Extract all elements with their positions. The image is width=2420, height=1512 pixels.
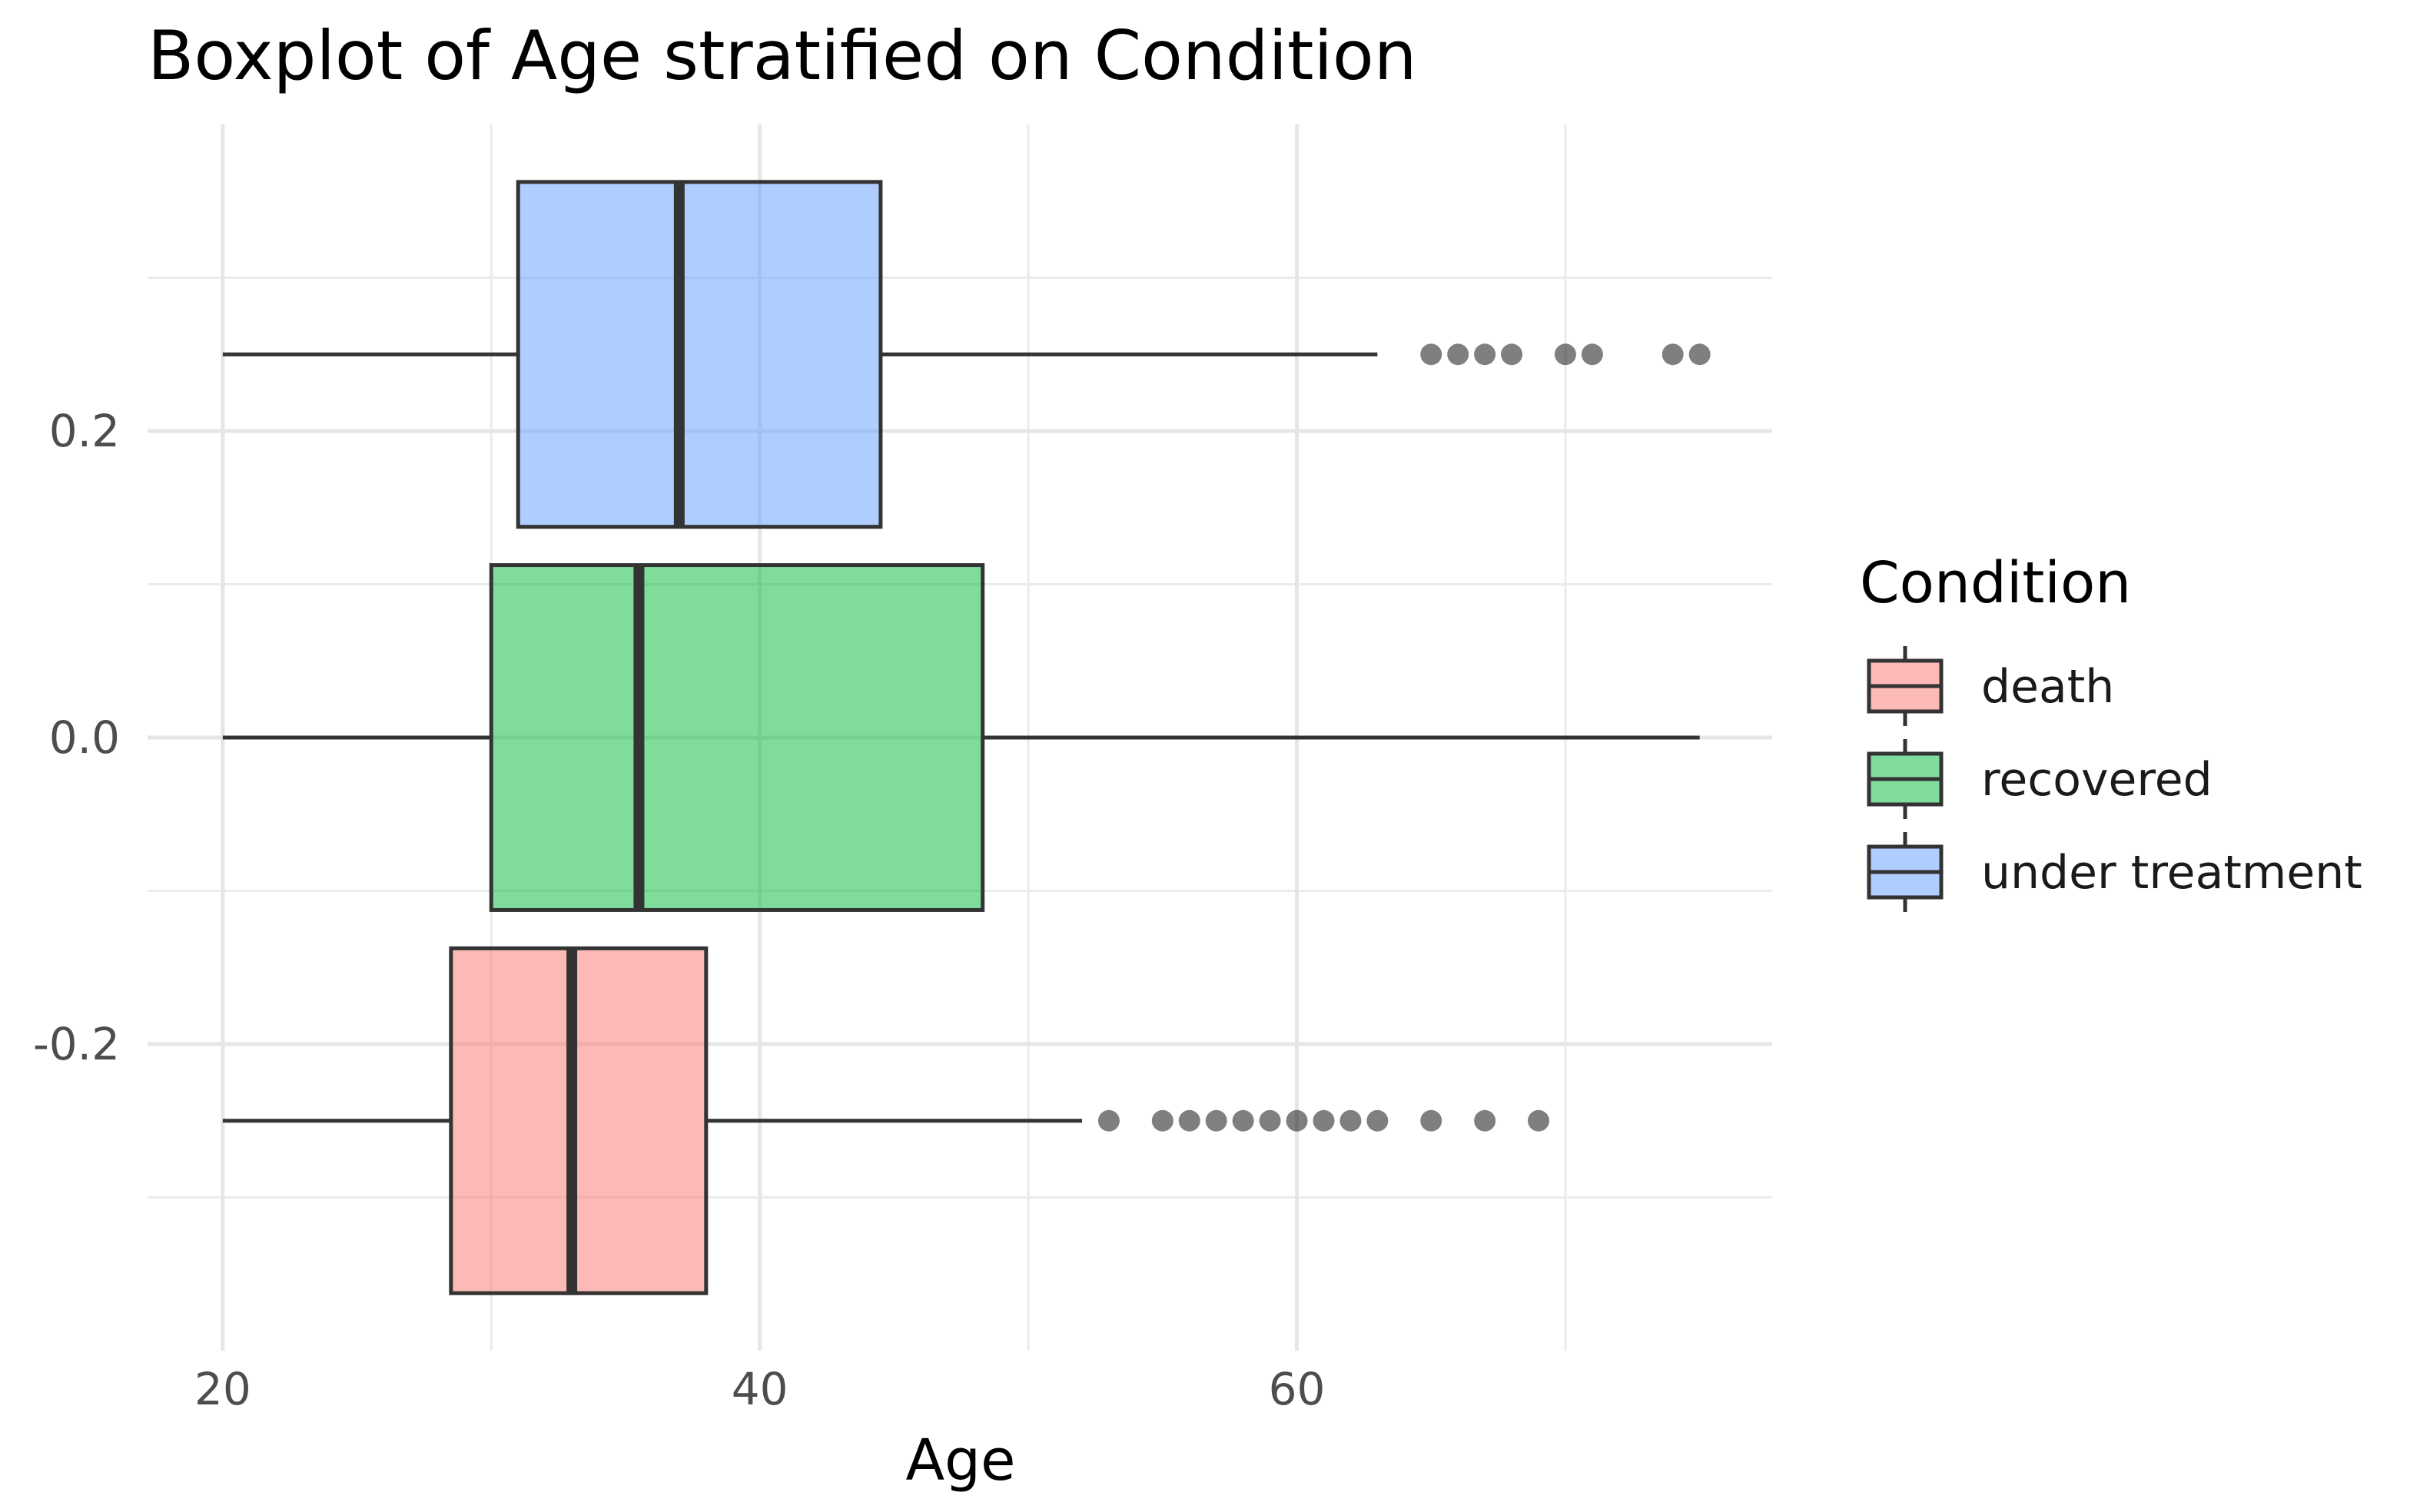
x-tick-label: 60 — [1269, 1363, 1326, 1415]
boxes-layer — [222, 180, 1711, 1295]
outlier-point — [1232, 1109, 1254, 1132]
outlier-point — [1661, 343, 1684, 366]
outlier-point — [1420, 343, 1442, 366]
outlier-point — [1339, 1109, 1362, 1132]
outlier-point — [1501, 343, 1523, 366]
box — [516, 180, 883, 529]
outlier-point — [1474, 343, 1496, 366]
chart-title: Boxplot of Age stratified on Condition — [148, 16, 1417, 95]
outlier-point — [1528, 1109, 1550, 1132]
y-tick-label: -0.2 — [33, 1018, 120, 1070]
outlier-point — [1688, 343, 1711, 366]
box — [489, 563, 985, 912]
outlier-point — [1151, 1109, 1173, 1132]
box-group-recovered — [222, 563, 1700, 912]
legend-label: recovered — [1981, 753, 2213, 807]
outlier-point — [1366, 1109, 1389, 1132]
outlier-point — [1097, 1109, 1120, 1132]
outlier-point — [1581, 343, 1603, 366]
legend-item-death: death — [1867, 646, 2114, 726]
x-axis-title: Age — [905, 1427, 1015, 1494]
legend-item-under-treatment: under treatment — [1867, 832, 2362, 912]
outlier-point — [1420, 1109, 1442, 1132]
outlier-point — [1554, 343, 1576, 366]
y-tick-label: 0.2 — [49, 405, 120, 457]
legend-item-recovered: recovered — [1867, 739, 2213, 819]
legend-label: death — [1981, 660, 2114, 714]
legend-title: Condition — [1860, 550, 2131, 616]
legend-label: under treatment — [1981, 846, 2362, 900]
y-tick-label: 0.0 — [49, 711, 120, 764]
outlier-point — [1259, 1109, 1281, 1132]
box-group-under-treatment — [222, 180, 1711, 529]
legend-items: death recovered under treatment — [1867, 646, 2362, 912]
outlier-point — [1286, 1109, 1308, 1132]
x-tick-label: 20 — [194, 1363, 251, 1415]
ticks-layer: 20 40 60 -0.2 0.0 0.2 — [33, 405, 1326, 1415]
box-group-death — [222, 946, 1550, 1295]
outlier-point — [1205, 1109, 1227, 1132]
x-tick-label: 40 — [732, 1363, 788, 1415]
outlier-point — [1447, 343, 1469, 366]
box — [449, 946, 709, 1295]
outlier-point — [1474, 1109, 1496, 1132]
legend: Condition death recovered under treatment — [1860, 550, 2362, 912]
outlier-point — [1313, 1109, 1335, 1132]
outlier-point — [1178, 1109, 1200, 1132]
